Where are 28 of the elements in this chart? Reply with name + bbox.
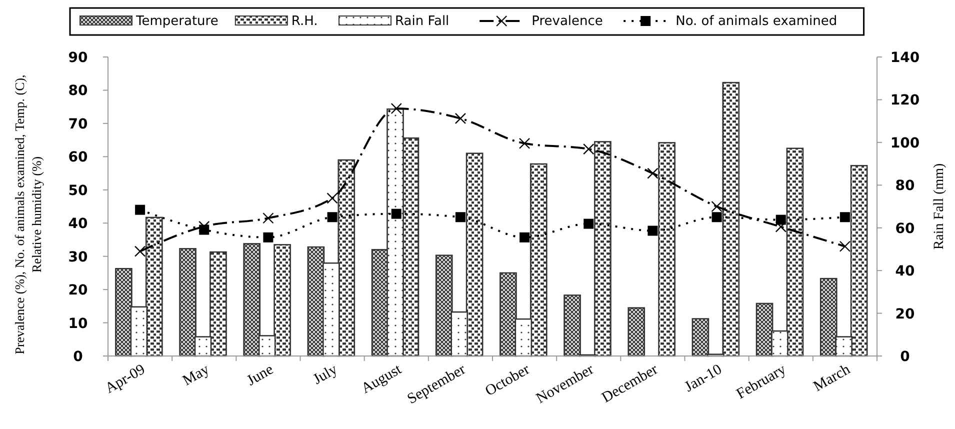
y-tick-label: 70 bbox=[68, 116, 88, 132]
legend-label: R.H. bbox=[291, 14, 318, 29]
x-tick-label: July bbox=[310, 361, 341, 388]
legend-label: Rain Fall bbox=[395, 14, 450, 29]
y2-tick-label: 140 bbox=[890, 50, 920, 66]
y2-tick-label: 0 bbox=[900, 349, 910, 365]
y2-tick-label: 120 bbox=[890, 92, 920, 109]
y-tick-label: 20 bbox=[68, 282, 88, 299]
y-tick-label: 60 bbox=[68, 150, 88, 166]
y-tick-label: 90 bbox=[68, 50, 88, 66]
legend-label: Temperature bbox=[135, 14, 218, 29]
y-tick-label: 50 bbox=[68, 182, 88, 199]
y-tick-label: 80 bbox=[68, 83, 88, 100]
x-tick-label: June bbox=[244, 361, 276, 390]
y-tick-label: 0 bbox=[73, 349, 84, 365]
y2-tick-label: 60 bbox=[895, 220, 915, 237]
y2-tick-label: 100 bbox=[890, 135, 920, 152]
legend-label: Prevalence bbox=[532, 14, 603, 29]
y-tick-label: 30 bbox=[68, 249, 88, 266]
y2-tick-label: 40 bbox=[895, 264, 915, 280]
legend-label: No. of animals examined bbox=[676, 14, 838, 29]
y2-axis-title: Rain Fall (mm) bbox=[932, 163, 947, 250]
x-tick-label: May bbox=[180, 361, 213, 390]
y-axis-title: Prevalence (%), No. of animals examined, Temp. (C), Relative humidity (%) bbox=[12, 74, 44, 354]
y2-tick-label: 80 bbox=[895, 178, 915, 194]
y-tick-label: 10 bbox=[68, 316, 88, 332]
y-tick-label: 40 bbox=[68, 216, 88, 232]
y2-tick-label: 20 bbox=[895, 306, 915, 322]
